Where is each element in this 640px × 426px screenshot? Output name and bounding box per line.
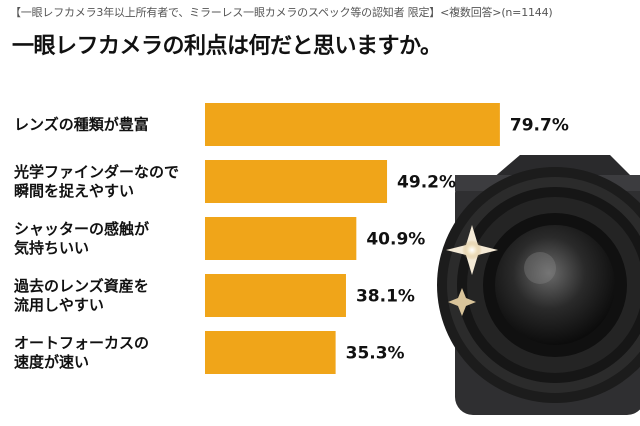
category-label: シャッターの感触が (14, 220, 150, 238)
category-label: 気持ちいい (14, 239, 89, 257)
category-label: 速度が速い (14, 353, 89, 371)
sparkle-small-icon (448, 288, 476, 316)
category-label: 過去のレンズ資産を (13, 277, 149, 295)
bar (205, 103, 500, 146)
category-label: 瞬間を捉えやすい (14, 182, 134, 200)
chart-title: 一眼レフカメラの利点は何だと思いますか。 (12, 34, 442, 59)
category-label: オートフォーカスの (14, 334, 149, 352)
bar (205, 217, 357, 260)
value-label: 49.2% (397, 173, 456, 193)
lens-glass (495, 225, 615, 345)
value-label: 35.3% (346, 344, 405, 364)
chart-subtitle: 【一眼レフカメラ3年以上所有者で、ミラーレス一眼カメラのスペック等の認知者 限定… (10, 6, 553, 19)
bar (205, 160, 388, 203)
value-label: 79.7% (510, 116, 569, 136)
value-label: 40.9% (366, 230, 425, 250)
value-label: 38.1% (356, 287, 415, 307)
bar (205, 331, 336, 374)
category-label: 流用しやすい (14, 296, 104, 314)
category-label: レンズの種類が豊富 (14, 116, 149, 134)
category-label: 光学ファインダーなので (13, 163, 179, 181)
bar (205, 274, 346, 317)
